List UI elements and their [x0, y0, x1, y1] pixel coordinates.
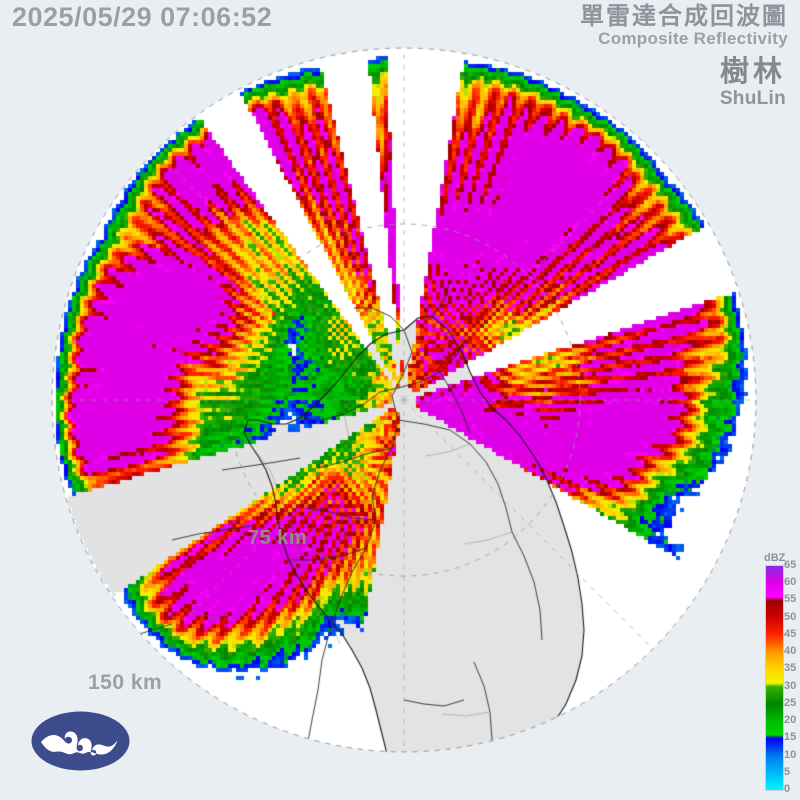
product-title-en: Composite Reflectivity	[598, 29, 788, 49]
station-name-zh: 樹林	[719, 56, 786, 88]
station-name-en: ShuLin	[719, 88, 786, 109]
colorbar-tick-labels: 65 60 55 50 45 40 35 30 25 20 15 10 5 0	[784, 559, 800, 795]
colorbar-tick-10: 10	[784, 748, 797, 761]
colorbar-tick-0: 0	[784, 783, 791, 795]
colorbar-tick-55: 55	[784, 593, 797, 606]
colorbar-tick-5: 5	[784, 765, 791, 778]
colorbar-gradient	[765, 565, 784, 791]
colorbar-tick-20: 20	[784, 714, 797, 727]
range-ring-label-75km: 75 km	[248, 527, 308, 549]
colorbar-tick-45: 45	[784, 627, 797, 640]
colorbar-tick-15: 15	[784, 731, 797, 744]
product-title-zh: 單雷達合成回波圖	[580, 3, 788, 30]
title-block: 單雷達合成回波圖 Composite Reflectivity	[580, 4, 788, 50]
station-block: 樹林 ShuLin	[720, 58, 786, 111]
timestamp-label: 2025/05/29 07:06:52	[12, 2, 273, 32]
colorbar-tick-30: 30	[784, 679, 797, 692]
range-ring-label-150km: 150 km	[88, 671, 163, 694]
colorbar-tick-65: 65	[784, 559, 797, 571]
cwa-logo[interactable]	[31, 711, 130, 771]
colorbar-tick-25: 25	[784, 696, 797, 709]
colorbar-tick-60: 60	[784, 576, 797, 589]
colorbar-tick-35: 35	[784, 662, 797, 675]
colorbar-tick-50: 50	[784, 610, 797, 623]
dbz-colorbar: dBZ 65 60 55 50 45 40 35 30 25 20 15 10 5 0	[762, 552, 800, 798]
colorbar-tick-40: 40	[784, 645, 797, 658]
colorbar-unit-label: dBZ	[764, 552, 786, 564]
